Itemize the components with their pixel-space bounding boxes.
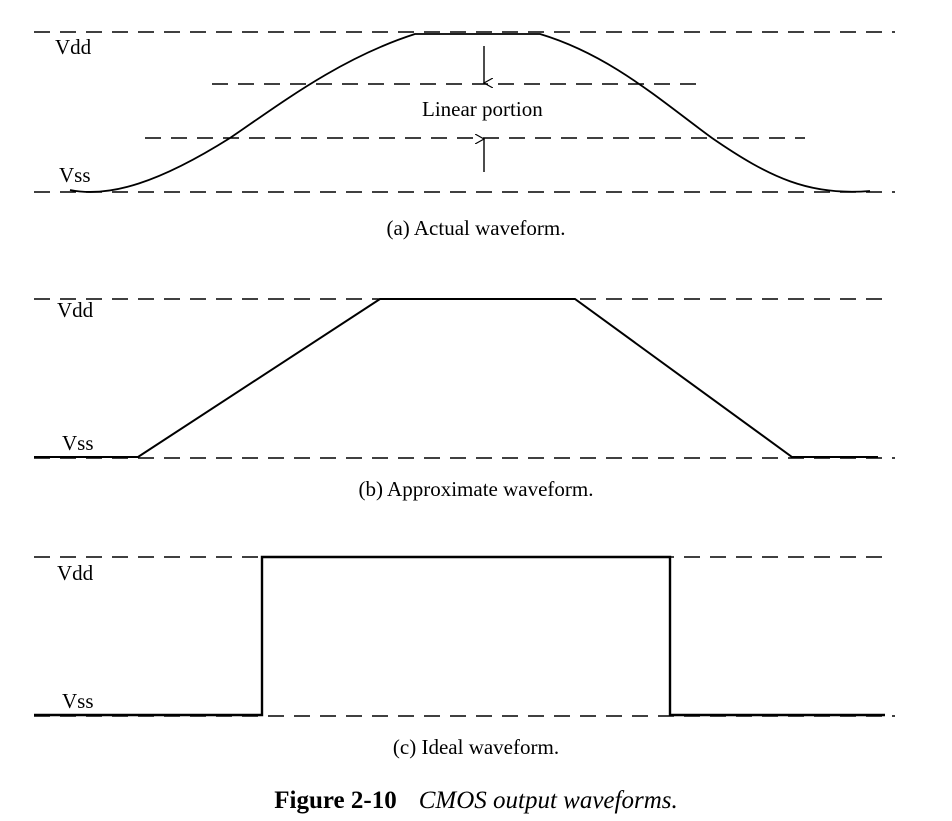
figure-number: Figure 2-10 <box>274 787 397 814</box>
vss-label: Vss <box>62 431 94 455</box>
panel-b-caption: (b) Approximate waveform. <box>358 477 594 501</box>
figure-description: CMOS output waveforms. <box>418 787 678 814</box>
approximate-waveform-line <box>34 298 878 458</box>
vdd-label: Vdd <box>57 561 94 585</box>
ideal-waveform-line <box>34 555 885 717</box>
vss-label: Vss <box>62 689 94 713</box>
panel-a-actual-waveform <box>34 31 895 193</box>
panel-c-ideal-waveform <box>34 555 895 717</box>
actual-waveform-curve <box>69 33 871 193</box>
panel-b-approximate-waveform <box>34 298 895 459</box>
linear-portion-annotation: Linear portion <box>422 97 543 121</box>
panel-a-caption: (a) Actual waveform. <box>386 216 566 240</box>
figure-caption: Figure 2-10 CMOS output waveforms. <box>0 786 952 816</box>
vss-label: Vss <box>59 163 91 187</box>
vdd-label: Vdd <box>57 298 94 322</box>
panel-c-caption: (c) Ideal waveform. <box>392 735 560 759</box>
vdd-label: Vdd <box>55 35 92 59</box>
